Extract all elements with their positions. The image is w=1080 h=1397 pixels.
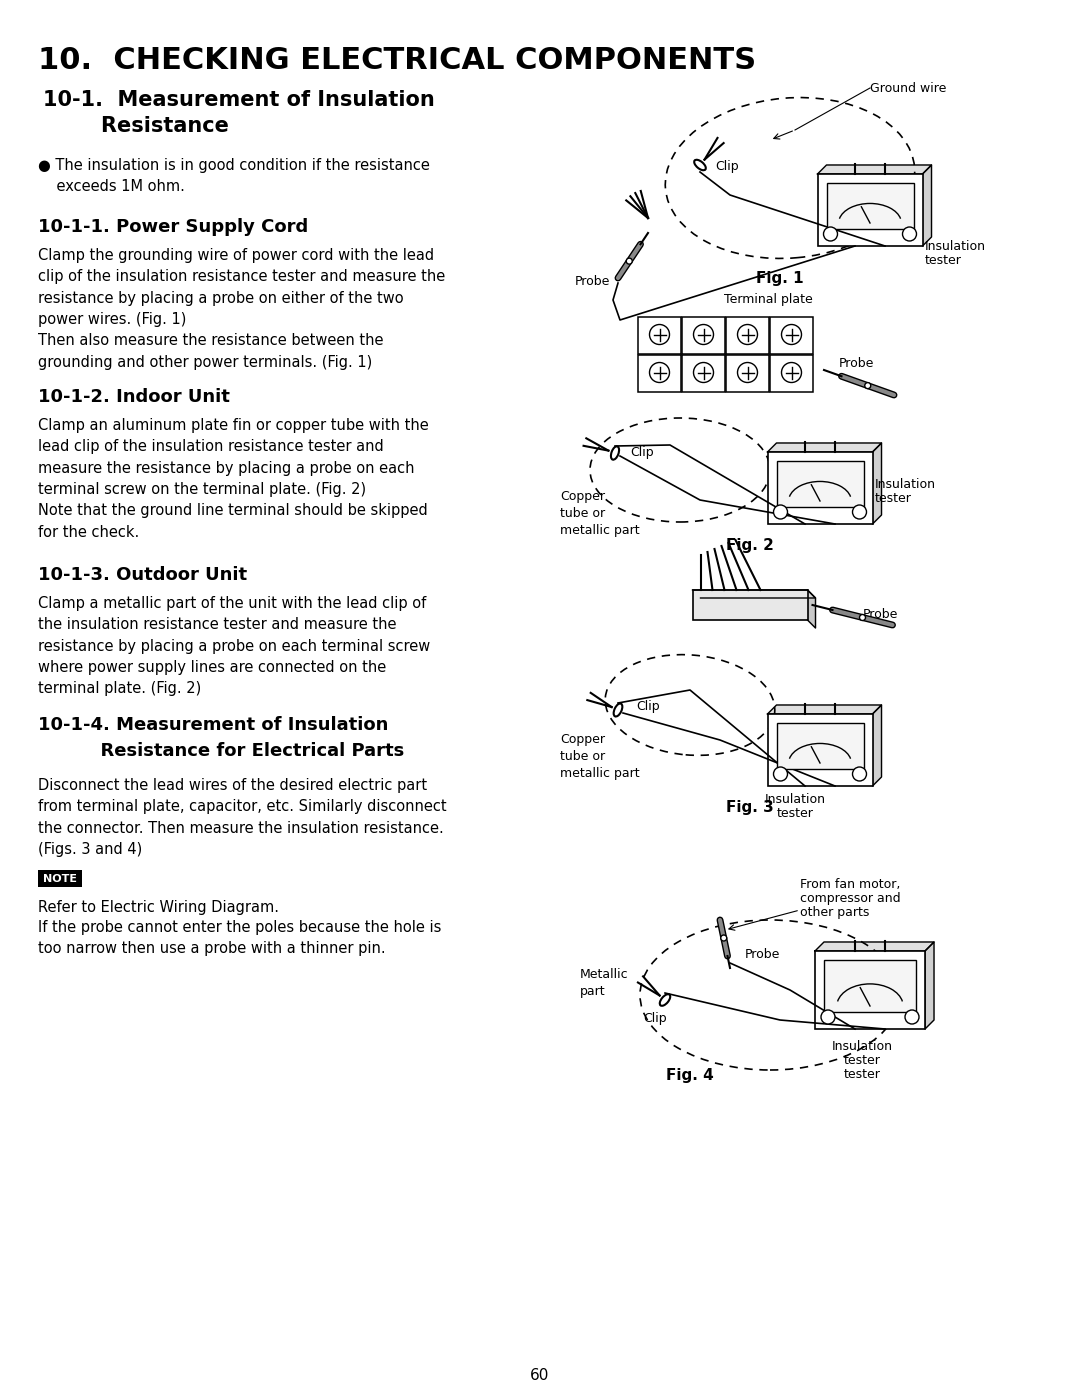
Circle shape bbox=[773, 504, 787, 520]
Bar bbox=[681, 355, 725, 393]
Bar bbox=[770, 317, 813, 353]
Bar bbox=[638, 355, 681, 393]
Text: tester: tester bbox=[843, 1067, 880, 1081]
Bar bbox=[826, 183, 914, 229]
Text: Resistance for Electrical Parts: Resistance for Electrical Parts bbox=[38, 742, 404, 760]
Text: other parts: other parts bbox=[800, 907, 869, 919]
Circle shape bbox=[626, 258, 632, 264]
Text: 10-1.  Measurement of Insulation: 10-1. Measurement of Insulation bbox=[43, 89, 435, 110]
Polygon shape bbox=[818, 165, 931, 175]
Text: Copper
tube or
metallic part: Copper tube or metallic part bbox=[561, 733, 639, 780]
Circle shape bbox=[693, 324, 714, 345]
Text: tester: tester bbox=[875, 492, 912, 504]
Circle shape bbox=[693, 362, 714, 383]
Bar bbox=[770, 355, 813, 393]
Circle shape bbox=[852, 504, 866, 520]
Text: tester: tester bbox=[924, 254, 962, 267]
Circle shape bbox=[782, 324, 801, 345]
Bar bbox=[681, 317, 725, 353]
Text: Clip: Clip bbox=[636, 700, 660, 712]
Text: Clamp an aluminum plate fin or copper tube with the
lead clip of the insulation : Clamp an aluminum plate fin or copper tu… bbox=[38, 418, 429, 539]
Circle shape bbox=[821, 1010, 835, 1024]
Polygon shape bbox=[692, 590, 815, 598]
Polygon shape bbox=[768, 705, 881, 714]
Circle shape bbox=[905, 1010, 919, 1024]
Text: Copper
tube or
metallic part: Copper tube or metallic part bbox=[561, 490, 639, 536]
Text: Probe: Probe bbox=[575, 275, 610, 288]
Circle shape bbox=[738, 362, 757, 383]
Text: Insulation: Insulation bbox=[924, 240, 986, 253]
Polygon shape bbox=[768, 443, 881, 453]
Polygon shape bbox=[922, 165, 931, 246]
Ellipse shape bbox=[613, 704, 622, 717]
Text: Insulation: Insulation bbox=[765, 793, 825, 806]
Circle shape bbox=[852, 767, 866, 781]
Text: compressor and: compressor and bbox=[800, 893, 901, 905]
Polygon shape bbox=[808, 590, 815, 629]
Text: From fan motor,: From fan motor, bbox=[800, 877, 901, 891]
Polygon shape bbox=[924, 942, 934, 1030]
Text: tester: tester bbox=[777, 807, 813, 820]
Bar bbox=[777, 724, 864, 768]
Polygon shape bbox=[873, 443, 881, 524]
Text: 10.  CHECKING ELECTRICAL COMPONENTS: 10. CHECKING ELECTRICAL COMPONENTS bbox=[38, 46, 756, 75]
Bar bbox=[726, 317, 769, 353]
Text: NOTE: NOTE bbox=[43, 875, 77, 884]
Circle shape bbox=[720, 935, 727, 942]
Circle shape bbox=[860, 615, 865, 620]
Text: Resistance: Resistance bbox=[43, 116, 229, 136]
Bar bbox=[815, 951, 924, 1030]
Bar bbox=[818, 175, 922, 246]
Bar bbox=[768, 453, 873, 524]
Text: Probe: Probe bbox=[839, 358, 875, 370]
Circle shape bbox=[649, 362, 670, 383]
Text: Fig. 3: Fig. 3 bbox=[726, 800, 774, 814]
Bar bbox=[38, 870, 82, 887]
Circle shape bbox=[738, 324, 757, 345]
Circle shape bbox=[865, 383, 870, 388]
Bar bbox=[692, 590, 808, 620]
Circle shape bbox=[649, 324, 670, 345]
Text: ● The insulation is in good condition if the resistance
    exceeds 1M ohm.: ● The insulation is in good condition if… bbox=[38, 158, 430, 194]
Text: 10-1-2. Indoor Unit: 10-1-2. Indoor Unit bbox=[38, 388, 230, 407]
Text: Fig. 4: Fig. 4 bbox=[666, 1067, 714, 1083]
Text: If the probe cannot enter the poles because the hole is
too narrow then use a pr: If the probe cannot enter the poles beca… bbox=[38, 921, 442, 956]
Text: 60: 60 bbox=[530, 1368, 550, 1383]
Text: Clip: Clip bbox=[715, 161, 739, 173]
Text: Fig. 1: Fig. 1 bbox=[756, 271, 804, 286]
Text: Clip: Clip bbox=[644, 1011, 666, 1025]
Text: 10-1-3. Outdoor Unit: 10-1-3. Outdoor Unit bbox=[38, 566, 247, 584]
Ellipse shape bbox=[660, 995, 671, 1006]
Polygon shape bbox=[873, 705, 881, 787]
Text: Fig. 2: Fig. 2 bbox=[726, 538, 774, 553]
Text: Clip: Clip bbox=[630, 446, 653, 460]
Bar bbox=[768, 714, 873, 787]
Polygon shape bbox=[815, 942, 934, 951]
Text: 10-1-1. Power Supply Cord: 10-1-1. Power Supply Cord bbox=[38, 218, 308, 236]
Text: Terminal plate: Terminal plate bbox=[724, 293, 812, 306]
Text: Probe: Probe bbox=[863, 608, 897, 622]
Text: Metallic
part: Metallic part bbox=[580, 968, 629, 997]
Text: tester: tester bbox=[843, 1053, 880, 1067]
Bar bbox=[638, 317, 681, 353]
Circle shape bbox=[773, 767, 787, 781]
Bar bbox=[824, 960, 916, 1011]
Text: Insulation: Insulation bbox=[832, 1039, 892, 1053]
Text: Disconnect the lead wires of the desired electric part
from terminal plate, capa: Disconnect the lead wires of the desired… bbox=[38, 778, 447, 858]
Circle shape bbox=[824, 226, 837, 242]
Text: Probe: Probe bbox=[745, 949, 781, 961]
Text: Clamp a metallic part of the unit with the lead clip of
the insulation resistanc: Clamp a metallic part of the unit with t… bbox=[38, 597, 430, 697]
Text: Insulation: Insulation bbox=[875, 478, 936, 490]
Bar bbox=[726, 355, 769, 393]
Text: 10-1-4. Measurement of Insulation: 10-1-4. Measurement of Insulation bbox=[38, 717, 389, 733]
Text: Clamp the grounding wire of power cord with the lead
clip of the insulation resi: Clamp the grounding wire of power cord w… bbox=[38, 249, 445, 370]
Ellipse shape bbox=[611, 446, 619, 460]
Circle shape bbox=[903, 226, 917, 242]
Text: Refer to Electric Wiring Diagram.: Refer to Electric Wiring Diagram. bbox=[38, 900, 279, 915]
Circle shape bbox=[782, 362, 801, 383]
Ellipse shape bbox=[694, 159, 706, 170]
Text: Ground wire: Ground wire bbox=[870, 82, 946, 95]
Bar bbox=[777, 461, 864, 507]
